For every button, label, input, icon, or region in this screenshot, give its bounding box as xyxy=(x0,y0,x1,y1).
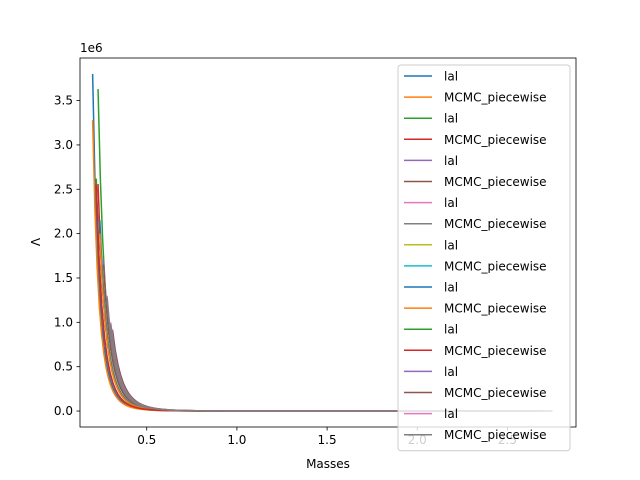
legend-label: lal xyxy=(444,323,458,337)
legend-label: lal xyxy=(444,238,458,252)
y-tick-label: 1.5 xyxy=(54,271,73,285)
legend-label: MCMC_piecewise xyxy=(444,344,547,358)
y-axis: 0.0 0.5 1.0 1.5 2.0 2.5 3.0 3.5 xyxy=(54,94,80,418)
legend-label: lal xyxy=(444,407,458,421)
y-tick-label: 1.0 xyxy=(54,315,73,329)
x-tick-label: 1.0 xyxy=(227,433,246,447)
y-axis-label: Λ xyxy=(29,237,43,246)
legend-label: MCMC_piecewise xyxy=(444,428,547,442)
legend-label: lal xyxy=(444,112,458,126)
x-tick-label: 1.5 xyxy=(318,433,337,447)
y-tick-label: 3.0 xyxy=(54,138,73,152)
legend-label: lal xyxy=(444,70,458,84)
y-tick-label: 3.5 xyxy=(54,94,73,108)
legend-label: lal xyxy=(444,154,458,168)
legend-label: lal xyxy=(444,281,458,295)
legend-label: MCMC_piecewise xyxy=(444,386,547,400)
y-tick-label: 0.5 xyxy=(54,360,73,374)
y-offset-label: 1e6 xyxy=(80,41,103,55)
legend-label: MCMC_piecewise xyxy=(444,91,547,105)
x-axis-label: Masses xyxy=(306,457,350,471)
legend-label: MCMC_piecewise xyxy=(444,133,547,147)
legend-label: MCMC_piecewise xyxy=(444,259,547,273)
legend-label: lal xyxy=(444,196,458,210)
legend-label: lal xyxy=(444,365,458,379)
legend-label: MCMC_piecewise xyxy=(444,175,547,189)
y-tick-label: 0.0 xyxy=(54,404,73,418)
y-tick-label: 2.0 xyxy=(54,227,73,241)
axes-frame xyxy=(79,57,577,428)
x-tick-label: 0.5 xyxy=(137,433,156,447)
y-tick-label: 2.5 xyxy=(54,182,73,196)
legend-box xyxy=(397,64,571,452)
legend-label: MCMC_piecewise xyxy=(444,217,547,231)
legend-label: MCMC_piecewise xyxy=(444,302,547,316)
legend: lalMCMC_piecewiselalMCMC_piecewiselalMCM… xyxy=(397,64,571,452)
